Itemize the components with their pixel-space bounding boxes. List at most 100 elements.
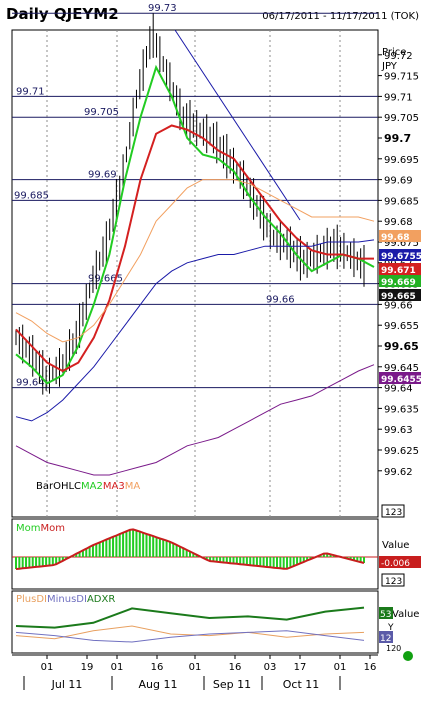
status-dot-icon[interactable]: [403, 651, 413, 661]
mom-line: [15, 528, 365, 570]
y-tick-label: 99.645: [384, 363, 419, 374]
y-tick-label: 99.655: [384, 321, 419, 332]
dmi-tag-green: [379, 607, 393, 619]
legend-ma2: MA2: [81, 481, 103, 492]
vertical-grid: [46, 30, 341, 517]
y-tick-label: 99.64: [384, 384, 413, 395]
ma-line: [15, 179, 375, 343]
main-scale-box[interactable]: [381, 504, 405, 518]
x-day-label: 03: [264, 662, 277, 673]
level-label: 99.705: [84, 107, 119, 118]
price-tag: [379, 289, 421, 301]
dmi-line-adxr: [15, 606, 365, 629]
price-tag-label: 99.669: [381, 278, 416, 288]
y-tick-label: 99.695: [384, 155, 419, 166]
legend-ma: MA: [125, 481, 141, 492]
price-tag: [379, 249, 421, 261]
date-range: 06/17/2011 - 11/17/2011 (TOK): [262, 11, 419, 22]
horizontal-levels: 99.73 99.71 99.705 99.69 99.685 99.665 99.66 99…: [12, 3, 378, 389]
y-tick-label: 99.62: [384, 467, 413, 478]
dmi-tag-y: Y: [387, 623, 394, 633]
trend-line: [174, 29, 301, 221]
level-label: 99.71: [16, 86, 45, 97]
level-label: 99.665: [88, 274, 123, 285]
chart-header: Daily QJEYM2 06/17/2011 - 11/17/2011 (TO…: [0, 0, 423, 30]
y-axis-unit: JPY: [381, 61, 398, 72]
mom-value-tag-label: -0.006: [381, 559, 410, 569]
legend-ma3: MA3: [103, 481, 125, 492]
y-tick-label: 99.7: [384, 132, 411, 145]
level-label: 99.64: [16, 378, 45, 389]
mom-legend-1: Mom: [16, 523, 41, 534]
y-axis-title: Price: [382, 47, 406, 58]
x-day-label: 16: [229, 662, 242, 673]
x-month-label: Oct 11: [283, 678, 320, 691]
x-day-label: 01: [41, 662, 54, 673]
x-month-label: Aug 11: [139, 678, 178, 691]
x-day-label: 16: [364, 662, 377, 673]
mom-value-tag: [379, 556, 421, 568]
price-tag: [379, 372, 421, 384]
x-day-label: 16: [151, 662, 164, 673]
x-axis-labels: 01 19 01 16 01 16 03 17 01 16 Jul 11 Aug 11 Sep 11 Oc…: [23, 655, 377, 691]
y-tick-label: 99.65: [384, 340, 419, 353]
y-tick-label: 99.68: [384, 217, 413, 228]
main-legend: BarOHLCMA2MA3MA: [36, 481, 140, 492]
dmi-legend: PlusDIMinusDIADXR: [16, 594, 115, 605]
y-tick-label: 99.625: [384, 446, 419, 457]
price-tag-label: 99.665: [381, 292, 416, 302]
dmi-tag-green-label: 53: [380, 610, 391, 620]
price-tag: [379, 263, 421, 275]
chart-title: Daily QJEYM2: [6, 5, 119, 23]
dmi-legend-adx: ADXR: [87, 594, 115, 605]
x-day-label: 01: [334, 662, 347, 673]
price-tag: [379, 275, 421, 287]
legend-bar-ohlc: BarOHLC: [36, 481, 81, 492]
mom-legend: MomMom: [16, 523, 65, 534]
price-tag-label: 99.68: [381, 233, 409, 243]
y-tick-label: 99.635: [384, 404, 419, 415]
price-tag: [379, 230, 421, 242]
y-tick-label: 99.685: [384, 196, 419, 207]
ma-line: [15, 364, 375, 476]
level-label: 99.66: [266, 294, 295, 305]
x-month-label: Sep 11: [213, 678, 251, 691]
mom-scale-box[interactable]: [381, 573, 405, 587]
y-tick-label: 99.63: [384, 425, 413, 436]
dmi-line-minusdi: [15, 630, 365, 643]
y-tick-label: 99.69: [384, 176, 413, 187]
dmi-tag-bottom: 120: [386, 644, 401, 653]
y-tick-label: 99.71: [384, 92, 413, 103]
main-scale-box-label: 123: [385, 508, 402, 518]
price-tag-label: 99.6755: [381, 252, 422, 262]
dmi-legend-plus: PlusDI: [16, 594, 47, 605]
y-tick-label: 99.705: [384, 113, 419, 124]
level-label: 99.69: [88, 170, 117, 181]
dmi-tag-blue: [379, 631, 393, 643]
ma-line: [15, 64, 375, 385]
moving-averages: [15, 64, 375, 476]
momentum-histogram: [12, 528, 378, 570]
ma-line: [15, 124, 374, 373]
x-month-label: Jul 11: [51, 678, 83, 691]
price-tags: 99.68 99.6755 99.671 99.669 99.665 99.6455: [379, 230, 422, 385]
dmi-panel-frame: [11, 590, 379, 654]
y-tick-label: 99.66: [384, 300, 413, 311]
x-day-label: 01: [189, 662, 202, 673]
y-tick-label: 99.675: [384, 238, 419, 249]
x-day-label: 01: [111, 662, 124, 673]
y-tick-label: 99.72: [384, 51, 413, 62]
mom-legend-2: Mom: [41, 523, 66, 534]
dmi-tag-blue-label: 12: [380, 634, 391, 644]
level-label: 99.685: [14, 190, 49, 201]
y-tick-label: 99.715: [384, 72, 419, 83]
dmi-lines: [15, 606, 365, 643]
dmi-line-plusdi: [15, 625, 365, 640]
x-day-label: 17: [294, 662, 307, 673]
mom-axis-title: Value: [382, 540, 409, 551]
dmi-legend-minus: MinusDI: [47, 594, 87, 605]
price-tag-label: 99.6455: [381, 375, 422, 385]
x-day-label: 19: [81, 662, 94, 673]
